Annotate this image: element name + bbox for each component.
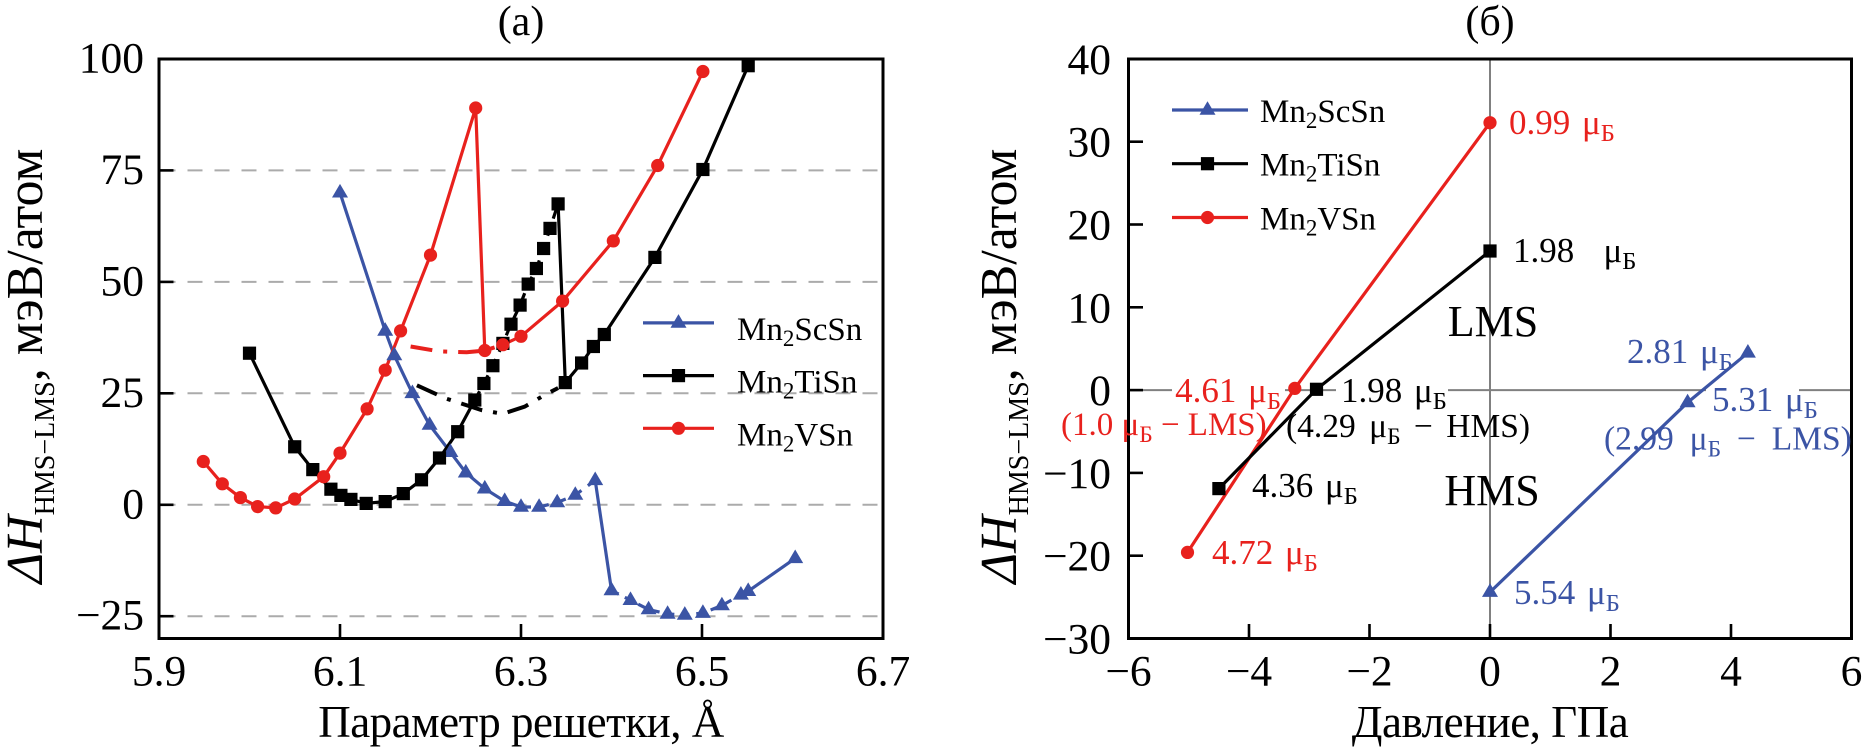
svg-text:Mn2VSn: Mn2VSn (1260, 202, 1376, 241)
svg-text:100: 100 (79, 35, 144, 83)
svg-text:75: 75 (101, 146, 145, 194)
svg-text:Mn2TiSn: Mn2TiSn (1260, 148, 1380, 187)
svg-text:Mn2ScSn: Mn2ScSn (1260, 94, 1385, 133)
svg-text:30: 30 (1068, 119, 1112, 167)
svg-text:6: 6 (1841, 648, 1863, 696)
svg-text:20: 20 (1068, 202, 1112, 250)
svg-text:Параметр решетки, Å: Параметр решетки, Å (318, 697, 725, 747)
svg-text:0: 0 (1089, 367, 1111, 415)
svg-text:6.3: 6.3 (494, 648, 548, 696)
svg-text:1.98 μБ: 1.98 μБ (1341, 371, 1447, 415)
svg-text:ΔHHMS−LMS, мэВ/атом: ΔHHMS−LMS, мэВ/атом (971, 149, 1035, 586)
svg-text:2: 2 (1600, 648, 1622, 696)
svg-text:(2.99 μБ − LMS): (2.99 μБ − LMS) (1604, 421, 1852, 463)
svg-text:50: 50 (101, 257, 145, 305)
svg-text:(1.0 μБ − LMS): (1.0 μБ − LMS) (1061, 407, 1267, 448)
svg-text:−4: −4 (1226, 648, 1273, 696)
svg-text:4.36 μБ: 4.36 μБ (1252, 466, 1358, 510)
svg-text:−6: −6 (1105, 648, 1151, 696)
svg-text:40: 40 (1068, 36, 1112, 84)
svg-text:Mn2TiSn: Mn2TiSn (737, 365, 857, 404)
svg-text:5.31 μБ: 5.31 μБ (1712, 380, 1818, 424)
svg-text:LMS: LMS (1448, 297, 1538, 346)
svg-text:4.72 μБ: 4.72 μБ (1212, 533, 1318, 577)
svg-text:4.61 μБ: 4.61 μБ (1175, 371, 1281, 415)
svg-text:ΔHHMS−LMS, мэВ/атом: ΔHHMS−LMS, мэВ/атом (0, 149, 61, 586)
svg-text:−20: −20 (1043, 533, 1111, 581)
svg-text:(б): (б) (1465, 0, 1514, 45)
svg-text:2.81 μБ: 2.81 μБ (1627, 332, 1733, 376)
svg-text:Mn2ScSn: Mn2ScSn (737, 312, 862, 351)
svg-text:6.1: 6.1 (313, 648, 367, 696)
svg-text:−2: −2 (1346, 648, 1392, 696)
svg-text:−30: −30 (1043, 616, 1111, 664)
svg-text:(а): (а) (498, 0, 545, 45)
svg-text:0: 0 (122, 480, 144, 528)
svg-text:0: 0 (1479, 648, 1501, 696)
svg-text:10: 10 (1068, 284, 1112, 332)
svg-text:25: 25 (101, 369, 145, 417)
svg-text:1.98 μБ: 1.98 μБ (1513, 231, 1636, 275)
svg-text:Давление, ГПа: Давление, ГПа (1352, 697, 1629, 747)
svg-text:(4.29 μБ − HMS): (4.29 μБ − HMS) (1286, 408, 1530, 450)
svg-text:HMS: HMS (1444, 466, 1539, 515)
svg-text:−10: −10 (1043, 450, 1111, 498)
svg-text:5.54 μБ: 5.54 μБ (1514, 573, 1620, 617)
svg-text:6.5: 6.5 (675, 648, 729, 696)
svg-text:6.7: 6.7 (856, 648, 910, 696)
svg-text:5.9: 5.9 (132, 648, 186, 696)
svg-text:4: 4 (1720, 648, 1742, 696)
svg-text:Mn2VSn: Mn2VSn (737, 417, 853, 456)
svg-text:−25: −25 (76, 592, 144, 640)
svg-text:0.99 μБ: 0.99 μБ (1509, 103, 1615, 147)
